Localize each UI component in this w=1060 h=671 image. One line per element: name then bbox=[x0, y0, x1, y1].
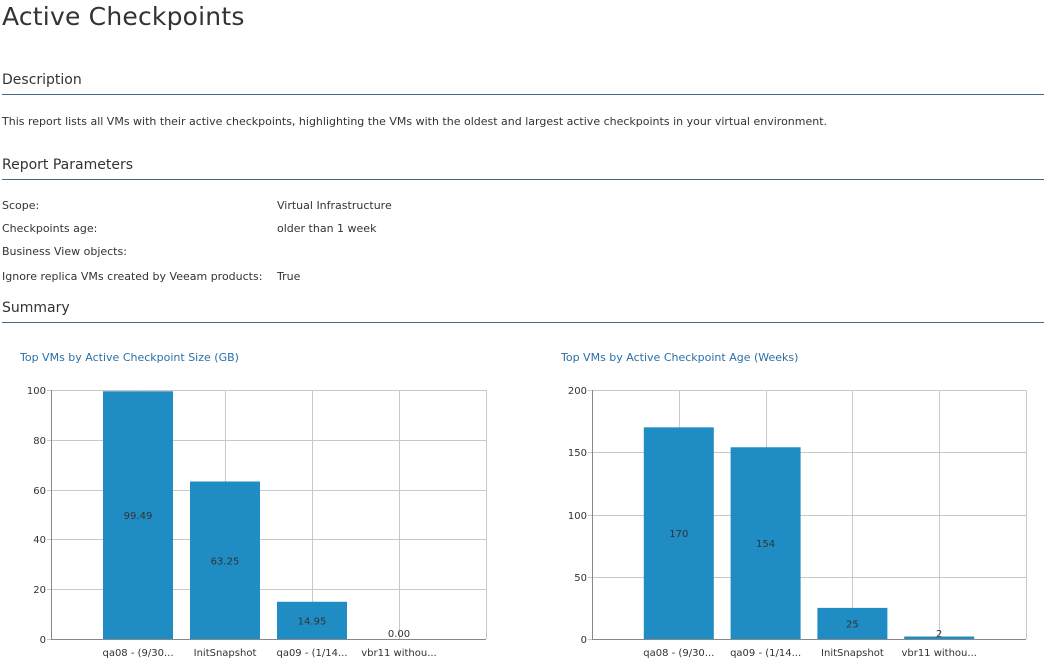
size-y-tick-label: 20 bbox=[33, 585, 46, 596]
age-bar bbox=[904, 636, 975, 639]
age-y-tick-label: 150 bbox=[568, 448, 587, 459]
param-label: Scope: bbox=[2, 199, 40, 212]
param-label: Checkpoints age: bbox=[2, 222, 98, 235]
size-y-tick-label: 80 bbox=[33, 436, 46, 447]
age-bar bbox=[643, 427, 714, 639]
param-value: True bbox=[277, 270, 301, 283]
age-y-tick-label: 100 bbox=[568, 511, 587, 522]
param-row-checkpoints-age: Checkpoints age: older than 1 week bbox=[2, 222, 602, 236]
size-data-label: 63.25 bbox=[211, 556, 240, 567]
page-title: Active Checkpoints bbox=[2, 2, 245, 31]
param-label: Ignore replica VMs created by Veeam prod… bbox=[2, 270, 263, 283]
size-bar bbox=[277, 601, 347, 639]
age-y-tick-label: 50 bbox=[574, 573, 587, 584]
size-bar bbox=[103, 391, 173, 639]
age-category-label: InitSnapshot bbox=[821, 648, 884, 659]
param-row-ignore-replica: Ignore replica VMs created by Veeam prod… bbox=[2, 270, 602, 284]
size-y-tick-label: 100 bbox=[27, 386, 46, 397]
description-text: This report lists all VMs with their act… bbox=[2, 115, 828, 128]
age-data-label: 25 bbox=[846, 619, 859, 630]
age-data-label: 2 bbox=[936, 629, 942, 640]
age-category-label: qa08 - (9/30... bbox=[643, 648, 714, 659]
param-row-scope: Scope: Virtual Infrastructure bbox=[2, 199, 602, 213]
size-data-label: 99.49 bbox=[124, 511, 153, 522]
size-data-label: 0.00 bbox=[388, 629, 410, 640]
param-row-business-view: Business View objects: bbox=[2, 245, 602, 259]
age-data-label: 154 bbox=[756, 539, 775, 550]
size-data-label: 14.95 bbox=[298, 616, 327, 627]
size-category-label: qa09 - (1/14... bbox=[276, 648, 347, 659]
age-bar bbox=[817, 607, 888, 639]
size-y-tick-label: 60 bbox=[33, 486, 46, 497]
param-label: Business View objects: bbox=[2, 245, 127, 258]
age-data-label: 170 bbox=[669, 529, 688, 540]
size-bar bbox=[190, 481, 260, 639]
size-category-label: qa08 - (9/30... bbox=[102, 648, 173, 659]
param-value: Virtual Infrastructure bbox=[277, 199, 392, 212]
size-category-label: vbr11 withou... bbox=[361, 648, 437, 659]
size-y-tick-label: 40 bbox=[33, 535, 46, 546]
report-parameters-heading: Report Parameters bbox=[2, 157, 1044, 180]
param-value: older than 1 week bbox=[277, 222, 377, 235]
age-category-label: qa09 - (1/14... bbox=[730, 648, 801, 659]
age-bar bbox=[730, 447, 801, 639]
summary-heading: Summary bbox=[2, 300, 1044, 323]
size-category-label: InitSnapshot bbox=[194, 648, 257, 659]
chart-title-size: Top VMs by Active Checkpoint Size (GB) bbox=[20, 351, 239, 364]
age-y-tick-label: 0 bbox=[581, 635, 587, 646]
chart-title-age: Top VMs by Active Checkpoint Age (Weeks) bbox=[561, 351, 799, 364]
size-y-tick-label: 0 bbox=[40, 635, 46, 646]
age-y-tick-label: 200 bbox=[568, 386, 587, 397]
age-category-label: vbr11 withou... bbox=[901, 648, 977, 659]
description-heading: Description bbox=[2, 72, 1044, 95]
